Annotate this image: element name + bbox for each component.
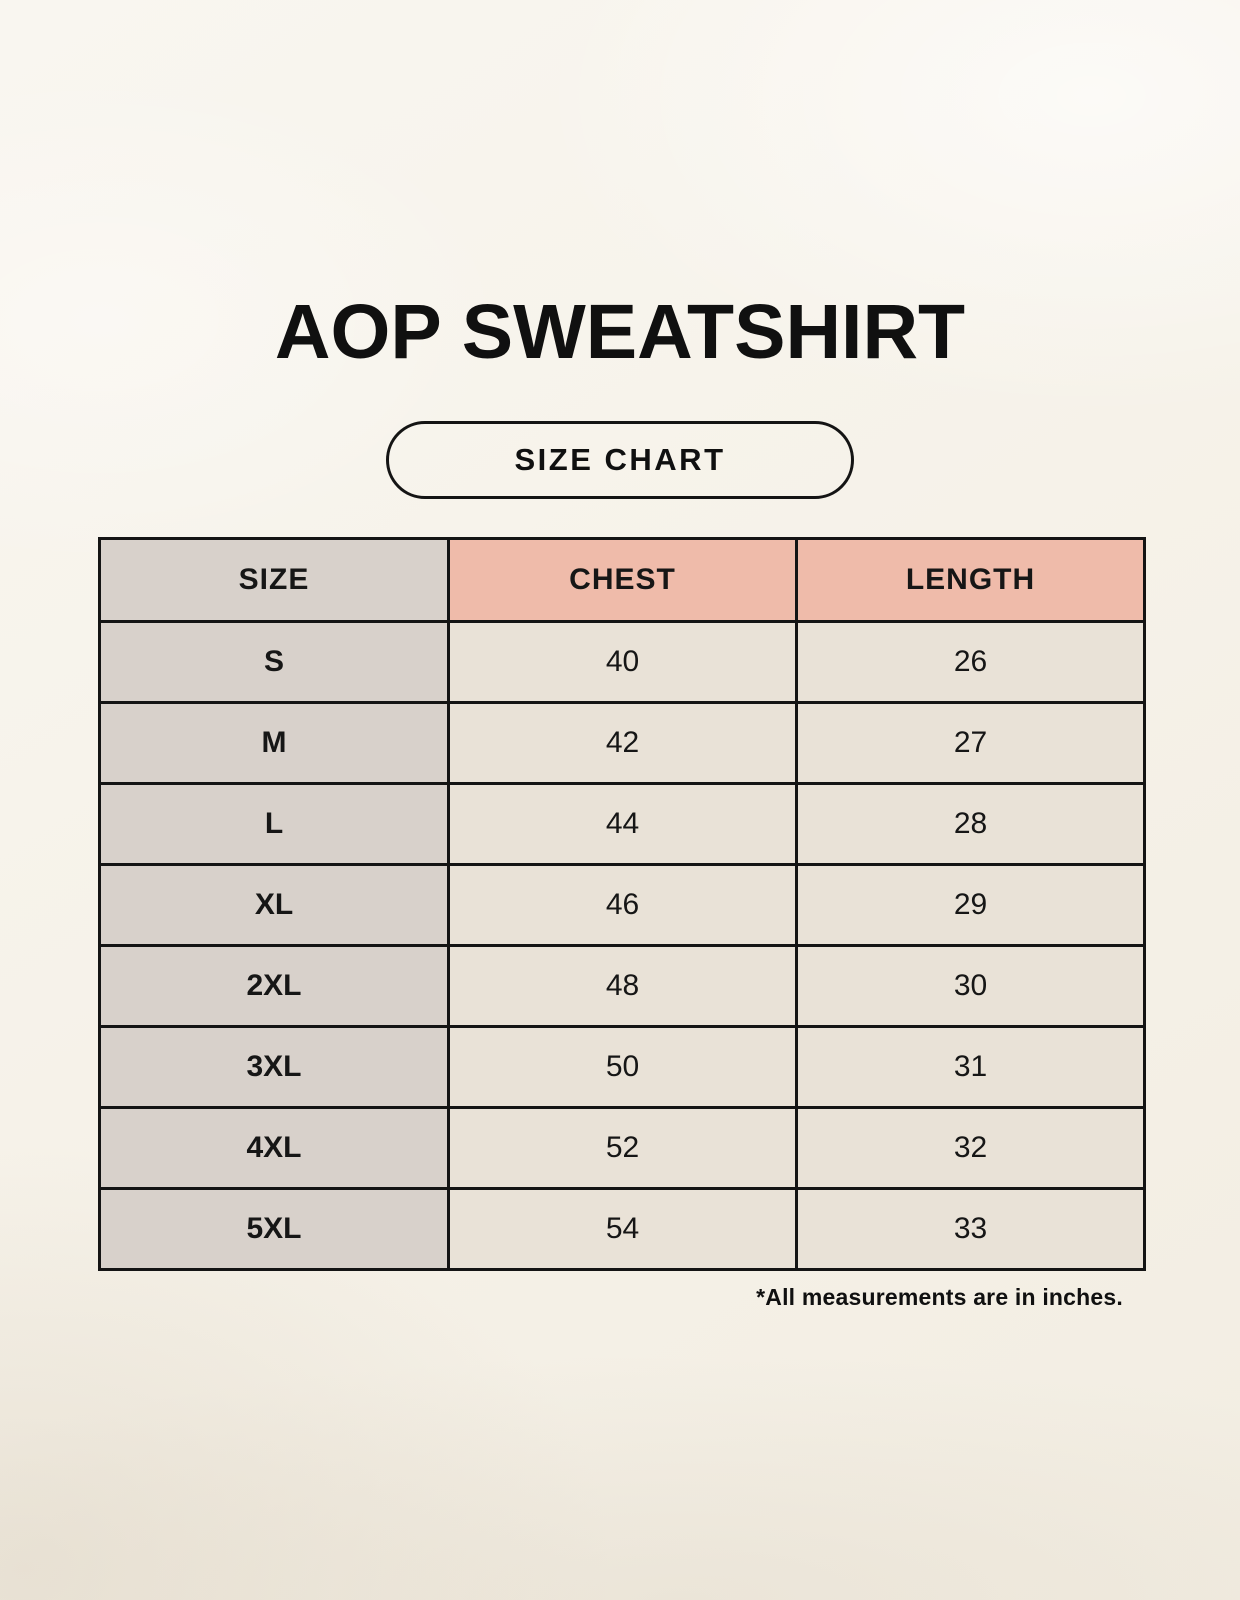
size-cell: XL [98, 863, 450, 947]
table-row: S 40 26 [98, 620, 1146, 704]
column-header-length: LENGTH [795, 537, 1146, 623]
column-header-size: SIZE [98, 537, 450, 623]
size-cell: S [98, 620, 450, 704]
size-chart-badge: SIZE CHART [386, 421, 854, 499]
size-cell: L [98, 782, 450, 866]
size-cell: 5XL [98, 1187, 450, 1271]
table-row: L 44 28 [98, 782, 1146, 866]
length-cell: 28 [795, 782, 1146, 866]
length-cell: 26 [795, 620, 1146, 704]
length-cell: 30 [795, 944, 1146, 1028]
table-row: 2XL 48 30 [98, 944, 1146, 1028]
size-cell: M [98, 701, 450, 785]
chest-cell: 42 [447, 701, 798, 785]
page-title: AOP SWEATSHIRT [274, 289, 966, 375]
chest-cell: 52 [447, 1106, 798, 1190]
length-cell: 33 [795, 1187, 1146, 1271]
size-chart-badge-label: SIZE CHART [514, 442, 726, 477]
size-cell: 3XL [98, 1025, 450, 1109]
table-row: M 42 27 [98, 701, 1146, 785]
chest-cell: 40 [447, 620, 798, 704]
size-chart-table-body: S 40 26 M 42 27 L 44 28 XL 46 29 2XL 48 [98, 620, 1146, 1271]
header-row: SIZE CHEST LENGTH [98, 537, 1146, 623]
chest-cell: 54 [447, 1187, 798, 1271]
measurements-footnote: *All measurements are in inches. [756, 1284, 1123, 1310]
size-cell: 4XL [98, 1106, 450, 1190]
length-cell: 32 [795, 1106, 1146, 1190]
table-row: 3XL 50 31 [98, 1025, 1146, 1109]
table-row: 5XL 54 33 [98, 1187, 1146, 1271]
chest-cell: 46 [447, 863, 798, 947]
length-cell: 27 [795, 701, 1146, 785]
chest-cell: 44 [447, 782, 798, 866]
column-header-chest: CHEST [447, 537, 798, 623]
chest-cell: 48 [447, 944, 798, 1028]
size-chart-table: SIZE CHEST LENGTH S 40 26 M 42 27 L 44 2… [98, 537, 1146, 1271]
table-row: 4XL 52 32 [98, 1106, 1146, 1190]
table-row: XL 46 29 [98, 863, 1146, 947]
length-cell: 31 [795, 1025, 1146, 1109]
length-cell: 29 [795, 863, 1146, 947]
size-cell: 2XL [98, 944, 450, 1028]
chest-cell: 50 [447, 1025, 798, 1109]
